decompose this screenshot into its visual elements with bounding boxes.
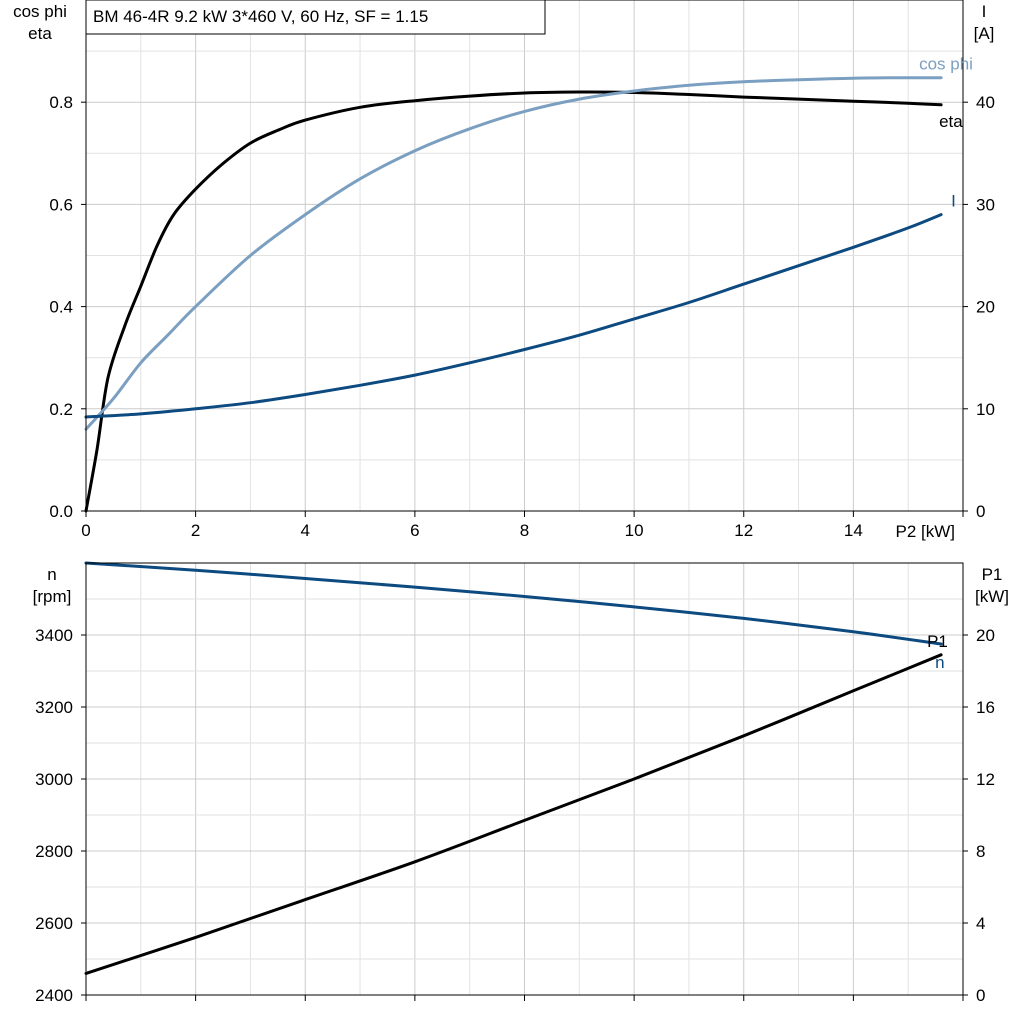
series-line-cos-phi <box>84 76 943 431</box>
right-axis-tick-label: 10 <box>976 400 995 419</box>
axis-ticks <box>81 101 968 1001</box>
left-axis-tick-label: 0.8 <box>49 93 73 112</box>
left-axis-tick-label: 0.0 <box>49 502 73 521</box>
x-axis-tick-label: 10 <box>625 521 644 540</box>
series-label-i: I <box>951 192 956 211</box>
series-line-n <box>84 561 943 646</box>
right-axis-title: I <box>982 2 987 21</box>
x-axis-tick-label: 14 <box>844 521 863 540</box>
series-label-p1: P1 <box>927 632 948 651</box>
left-axis-title: eta <box>28 24 52 43</box>
left-axis-tick-label: 3400 <box>35 626 73 645</box>
x-axis-title: P2 [kW] <box>895 522 955 541</box>
x-axis-tick-label: 0 <box>81 521 90 540</box>
right-axis-tick-label: 20 <box>976 298 995 317</box>
curves-layer <box>84 76 943 975</box>
x-axis-tick-label: 4 <box>301 521 310 540</box>
series-label-cos-phi: cos phi <box>919 55 973 74</box>
left-axis-tick-label: 0.6 <box>49 195 73 214</box>
left-axis-tick-label: 3200 <box>35 698 73 717</box>
series-label-eta: eta <box>939 112 963 131</box>
left-axis-title: [rpm] <box>33 587 72 606</box>
x-axis-tick-label: 2 <box>191 521 200 540</box>
title-box: BM 46-4R 9.2 kW 3*460 V, 60 Hz, SF = 1.1… <box>85 0 546 35</box>
left-axis-tick-label: 2400 <box>35 986 73 1005</box>
right-axis-tick-label: 30 <box>976 195 995 214</box>
right-axis-tick-label: 40 <box>976 93 995 112</box>
chart-title: BM 46-4R 9.2 kW 3*460 V, 60 Hz, SF = 1.1… <box>93 7 428 26</box>
right-axis-tick-label: 8 <box>976 842 985 861</box>
series-line-eta <box>84 90 943 513</box>
left-axis-tick-label: 0.4 <box>49 298 73 317</box>
right-axis-title: [kW] <box>975 587 1009 606</box>
x-axis-tick-label: 12 <box>734 521 753 540</box>
right-axis-title: P1 <box>982 565 1003 584</box>
right-axis-tick-label: 4 <box>976 914 985 933</box>
x-axis-tick-label: 8 <box>520 521 529 540</box>
series-line-p1 <box>84 653 943 975</box>
left-axis-tick-label: 2600 <box>35 914 73 933</box>
right-axis-tick-label: 12 <box>976 770 995 789</box>
left-axis-tick-label: 0.2 <box>49 400 73 419</box>
series-label-n: n <box>935 653 944 672</box>
right-axis-tick-label: 0 <box>976 502 985 521</box>
x-axis-tick-label: 6 <box>410 521 419 540</box>
right-axis-title: [A] <box>974 24 995 43</box>
series-line-i <box>84 213 943 419</box>
left-axis-title: cos phi <box>13 2 67 21</box>
left-axis-title: n <box>47 565 56 584</box>
right-axis-tick-label: 16 <box>976 698 995 717</box>
left-axis-tick-label: 3000 <box>35 770 73 789</box>
left-axis-tick-label: 2800 <box>35 842 73 861</box>
right-axis-tick-label: 20 <box>976 626 995 645</box>
right-axis-tick-label: 0 <box>976 986 985 1005</box>
